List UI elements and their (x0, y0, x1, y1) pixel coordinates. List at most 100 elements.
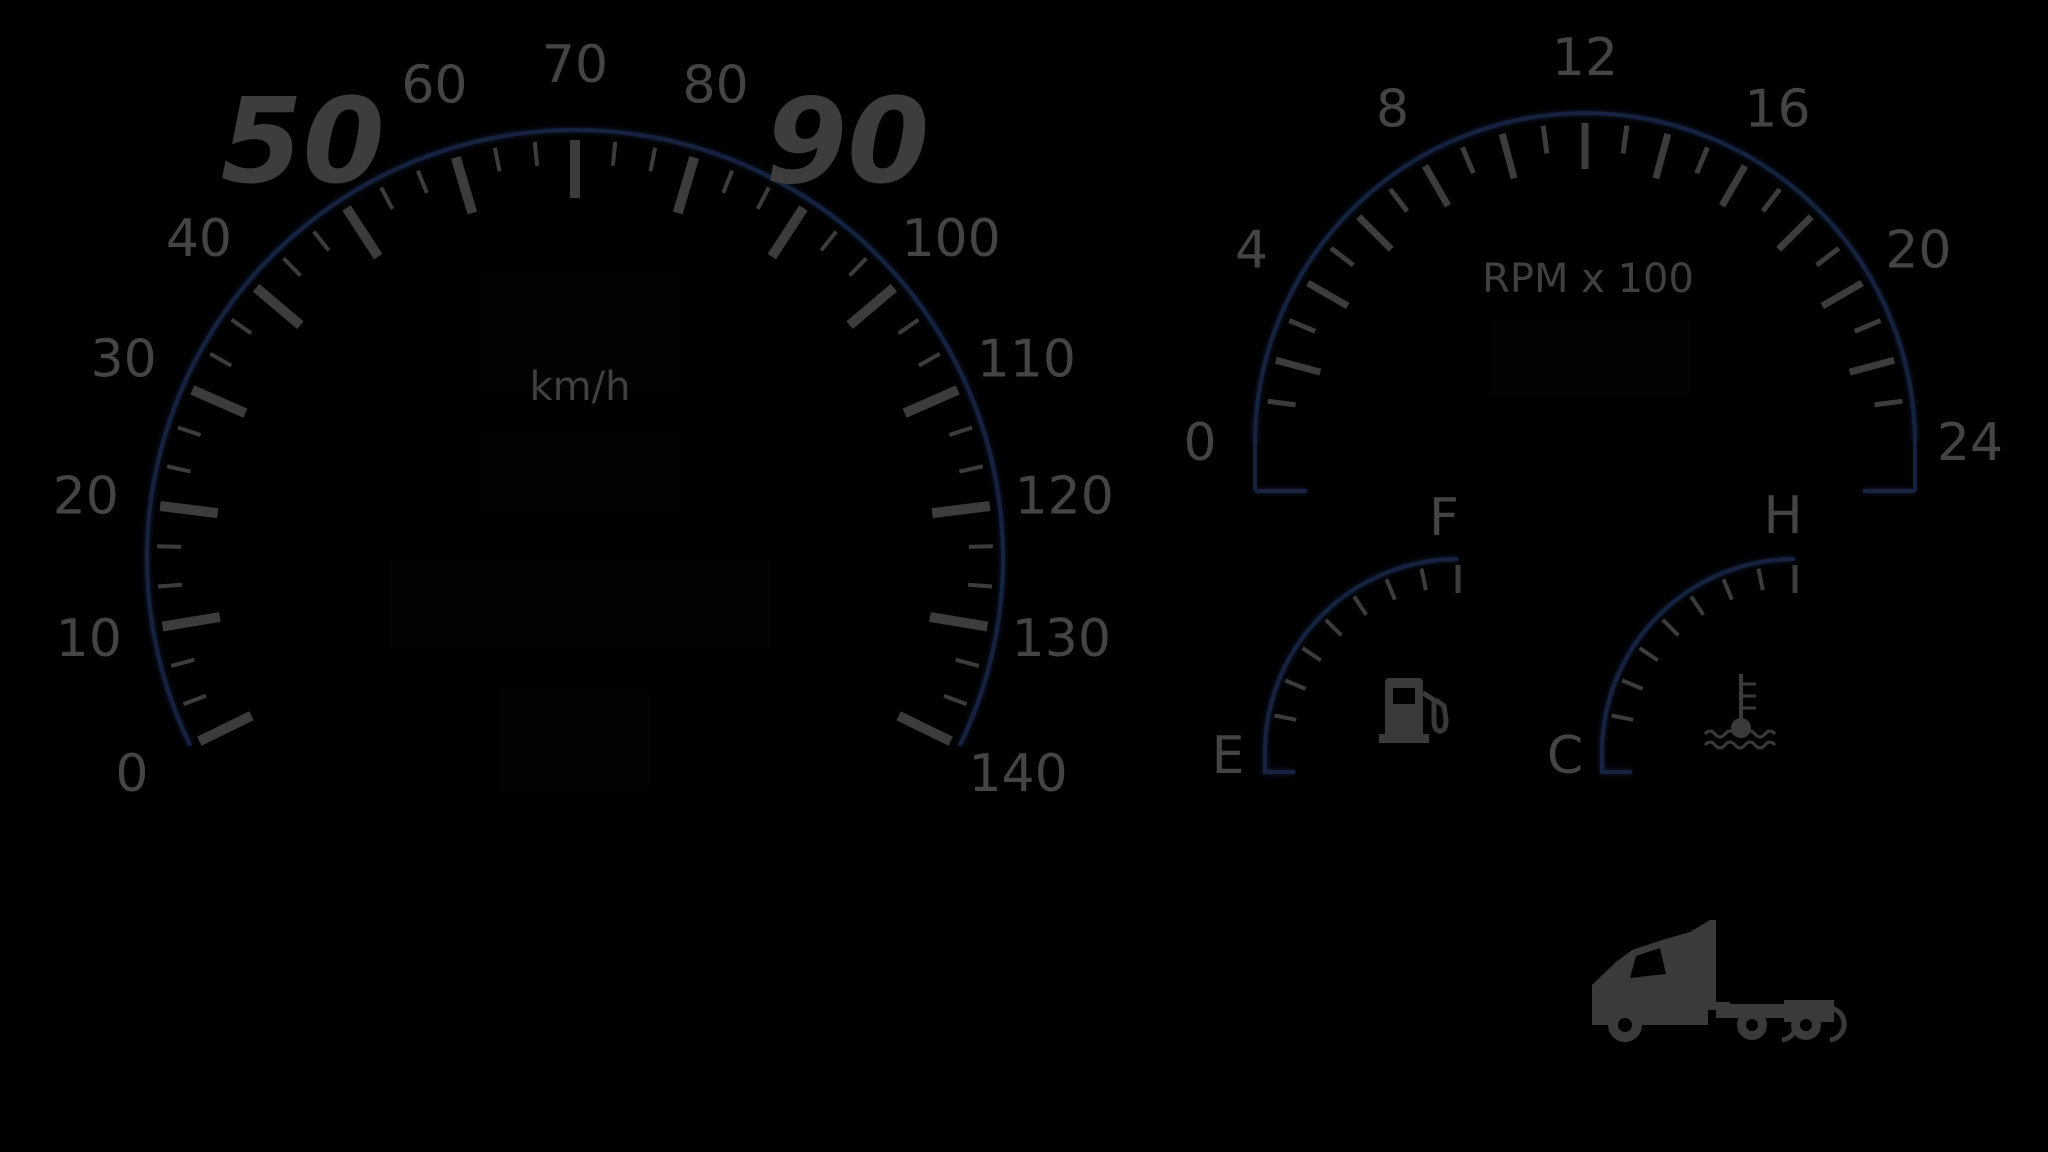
speedometer-unit-label: km/h (530, 364, 631, 410)
speed-label: 100 (901, 209, 1000, 269)
speed-minor-tick (379, 186, 395, 210)
speed-minor-tick (182, 693, 207, 707)
fuel-empty-label: E (1212, 726, 1245, 786)
rpm-major-tick (1652, 132, 1672, 180)
rpm-label: 24 (1937, 413, 2003, 473)
speed-major-tick (902, 385, 960, 418)
rpm-minor-tick (1620, 125, 1630, 154)
speed-major-tick (161, 612, 221, 632)
fuel-tick (1419, 568, 1428, 591)
speed-major-tick (159, 501, 219, 519)
fuel-tick (1352, 595, 1368, 616)
speed-minor-tick (415, 169, 429, 194)
temp-tick (1621, 678, 1644, 691)
speed-major-tick (451, 155, 478, 215)
speed-label: 130 (1012, 609, 1111, 669)
speed-minor-tick (917, 352, 941, 368)
temperature-gauge-rim (1600, 557, 1796, 774)
rpm-major-tick (1776, 214, 1814, 252)
speed-major-tick (342, 205, 383, 260)
speed-minor-tick (282, 256, 302, 277)
speed-minor-tick (209, 352, 233, 368)
speed-major-tick (190, 385, 248, 418)
speed-minor-tick (819, 230, 838, 252)
speed-major-tick (846, 283, 898, 330)
speed-minor-tick (312, 230, 331, 252)
speed-minor-tick (897, 318, 920, 336)
rpm-major-tick (1274, 356, 1322, 376)
speed-label: 30 (91, 330, 157, 390)
rpm-major-tick (1421, 164, 1452, 208)
tachometer-ticks (1267, 123, 1903, 408)
speed-major-tick (252, 283, 304, 330)
speed-minor-tick (943, 693, 968, 707)
speed-major-tick (896, 711, 953, 746)
rpm-minor-tick (1853, 318, 1882, 334)
speed-label: 70 (542, 35, 608, 95)
info-panel (500, 690, 650, 790)
speed-major-tick (672, 155, 699, 215)
rpm-major-tick (1848, 356, 1896, 376)
temperature-gauge: C H (1547, 486, 1803, 786)
rpm-minor-tick (1288, 318, 1317, 334)
temp-tick (1638, 646, 1659, 662)
speed-minor-tick (610, 141, 618, 166)
rpm-minor-tick (1540, 125, 1550, 154)
temperature-gauge-ticks (1611, 565, 1798, 722)
speedometer-rim (145, 128, 1005, 747)
temp-tick (1721, 578, 1734, 601)
speed-minor-tick (721, 169, 735, 194)
tachometer-unit-label: RPM x 100 (1482, 256, 1694, 302)
fuel-full-label: F (1429, 488, 1459, 548)
rpm-minor-tick (1388, 187, 1410, 213)
tachometer: 0 4 8 12 16 20 24 RPM x 100 (1183, 28, 2003, 493)
temp-cold-label: C (1547, 726, 1583, 786)
semi-truck-icon (1592, 920, 1847, 1043)
rpm-label: 4 (1235, 221, 1268, 281)
speed-minor-tick (532, 141, 540, 166)
rpm-label: 8 (1376, 80, 1409, 140)
fuel-gauge: E F (1212, 488, 1461, 786)
speed-minor-tick (648, 147, 658, 172)
speed-label: 40 (166, 209, 232, 269)
fuel-tick (1284, 678, 1307, 691)
speed-minor-tick (848, 256, 868, 277)
speed-label: 120 (1015, 467, 1114, 527)
speed-minor-tick (968, 544, 993, 549)
rpm-label: 16 (1744, 80, 1810, 140)
rpm-minor-tick (1874, 398, 1903, 408)
speed-minor-tick (755, 186, 771, 210)
temp-tick (1689, 595, 1705, 616)
speed-major-tick (197, 711, 254, 746)
tachometer-rim (1253, 111, 1917, 493)
speed-minor-tick (492, 147, 502, 172)
rpm-minor-tick (1267, 398, 1296, 408)
tachometer-rim-extension (1253, 443, 1917, 491)
speed-label: 0 (115, 744, 148, 804)
speed-label: 80 (683, 56, 749, 116)
coolant-temperature-icon (1703, 674, 1777, 750)
speed-minor-tick (948, 425, 973, 437)
speed-minor-tick (958, 464, 984, 474)
rpm-label: 0 (1183, 413, 1216, 473)
trip-panel (390, 560, 770, 650)
rpm-label: 12 (1552, 28, 1618, 88)
temp-tick (1611, 713, 1634, 722)
rpm-major-tick (1718, 164, 1749, 208)
speed-label: 140 (968, 744, 1067, 804)
tachometer-labels: 0 4 8 12 16 20 24 (1183, 28, 2003, 473)
fuel-tick (1274, 713, 1297, 722)
speed-minor-tick (166, 464, 192, 474)
speed-minor-tick (955, 657, 980, 668)
fuel-gauge-rim (1263, 557, 1459, 774)
speed-minor-tick (157, 582, 183, 589)
speed-label: 110 (977, 330, 1076, 390)
speed-major-tick (767, 205, 808, 260)
temp-tick (1756, 568, 1765, 591)
rpm-minor-tick (1694, 146, 1710, 175)
rpm-minor-tick (1329, 246, 1355, 268)
fuel-tick (1384, 578, 1397, 601)
rpm-minor-tick (1460, 146, 1476, 175)
